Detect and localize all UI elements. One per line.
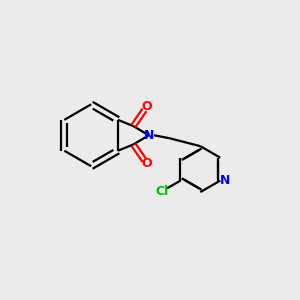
Text: N: N <box>144 129 154 142</box>
Text: N: N <box>220 174 230 187</box>
Text: Cl: Cl <box>155 185 168 198</box>
Text: O: O <box>141 100 152 113</box>
Text: O: O <box>141 157 152 170</box>
